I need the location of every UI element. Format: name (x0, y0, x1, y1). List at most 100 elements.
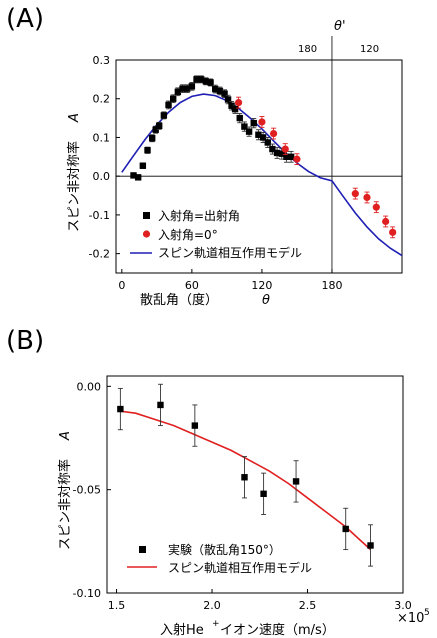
a-data-point-square (264, 139, 271, 146)
a-data-point-circle (234, 99, 243, 107)
a-data-point-square (273, 149, 281, 157)
a-y-tick-label: 0.0 (93, 170, 111, 183)
x-axis-symbol-a: θ (262, 293, 270, 308)
a-data-point-square (212, 85, 219, 93)
plot-area-a (115, 59, 403, 274)
chart-b: 1.5 2.0 2.5 3.0 -0.10 -0.05 0.00 入射He + イオン速度（… (57, 375, 430, 638)
b-data-point-square (117, 405, 124, 413)
a-data-point-square (184, 85, 191, 92)
b-x-tick-label: 1.5 (108, 599, 126, 612)
a-data-point-circle (389, 228, 397, 236)
a-data-point-square (160, 112, 168, 119)
a-data-point-square (269, 145, 276, 153)
x-axis-label-b-prefix: 入射He (160, 622, 204, 638)
a-data-point-square (221, 90, 228, 97)
y-axis-label-b: スピン非対称率 (57, 459, 73, 550)
a-data-point-circle (363, 193, 371, 202)
a-data-point-square (170, 95, 177, 102)
a-data-point-square (174, 88, 182, 95)
legend-a: 入射角=出射角 入射角=0° スピン軌道相互作用モデル (130, 208, 302, 260)
a-data-point-square (216, 87, 224, 95)
a-data-point-square (139, 162, 147, 169)
b-data-point-square (342, 525, 349, 533)
legend-b: 実験（散乱角150°） スピン軌道相互作用モデル (127, 542, 312, 575)
a-data-point-square (278, 150, 285, 157)
legend-b-item-1: 実験（散乱角150°） (168, 542, 281, 557)
b-data-point-square (191, 422, 199, 429)
b-y-tick-label: -0.05 (73, 484, 101, 497)
a-data-point-circle (372, 203, 380, 211)
b-x-tick-label: 3.0 (394, 599, 412, 612)
a-data-point-square (283, 153, 290, 161)
a-data-point-square (259, 134, 267, 141)
panel-b-label: (B) (6, 326, 45, 356)
a-data-point-square (250, 119, 257, 127)
top-axis-label-a: θ' (334, 19, 346, 34)
b-model-curve (120, 410, 372, 551)
x-axis-label-a: 散乱角（度） (140, 292, 218, 308)
a-x-tick-label: 120 (251, 279, 272, 292)
b-data-point-square (260, 490, 267, 497)
a-data-point-circle (281, 145, 289, 153)
b-data-point-square (241, 474, 248, 481)
b-x-tick-label: 2.0 (203, 599, 221, 612)
a-y-tick-label: 0.1 (93, 131, 111, 144)
b-data-point-square (157, 401, 164, 409)
a-x-tick-label: 180 (321, 279, 342, 292)
chart-a: 0 60 120 180 -0.2 -0.1 0.0 0.1 0.2 0.3 散乱角（度） θ ス… (66, 19, 403, 308)
a-x-tick-label: 60 (185, 279, 199, 292)
top-tick-120: 120 (360, 44, 379, 55)
legend-b-item-2: スピン軌道相互作用モデル (168, 560, 312, 575)
a-data-point-square (155, 122, 163, 130)
legend-a-item-2: 入射角=0° (158, 227, 218, 242)
x-multiplier-b: ×10 (397, 611, 424, 626)
x-axis-label-b-sup: + (212, 619, 220, 629)
legend-a-item-1: 入射角=出射角 (158, 208, 240, 223)
x-axis-label-b-tail: イオン速度（m/s） (220, 622, 335, 638)
x-multiplier-exp-b: 5 (424, 608, 430, 618)
a-model-curve (121, 93, 403, 257)
a-y-tick-label: -0.2 (89, 248, 110, 261)
a-data-point-square (188, 83, 196, 90)
legend-a-square-marker (143, 212, 150, 219)
a-data-point-square (231, 105, 239, 113)
a-data-point-square (241, 123, 248, 130)
a-data-point-square (152, 126, 159, 133)
a-data-point-square (179, 85, 186, 92)
a-data-point-square (207, 79, 214, 86)
y-axis-symbol-b: A (58, 431, 73, 441)
legend-b-square-marker (139, 546, 146, 553)
a-data-point-circle (269, 129, 278, 138)
a-y-tick-label: 0.2 (93, 93, 111, 106)
a-data-point-square (198, 76, 205, 83)
a-data-point-square (287, 153, 295, 161)
y-axis-label-a: スピン非対称率 (66, 141, 82, 232)
b-data-point-square (292, 478, 300, 485)
a-data-point-square (130, 172, 137, 179)
a-data-point-circle (351, 190, 359, 198)
panel-a-label: (A) (6, 4, 45, 34)
a-y-tick-label: 0.3 (93, 54, 111, 67)
b-x-tick-label: 2.5 (299, 599, 317, 612)
a-y-tick-label: -0.1 (89, 209, 110, 222)
a-data-point-square (193, 76, 200, 83)
a-data-point-square (245, 128, 253, 135)
a-data-point-square (255, 131, 262, 138)
legend-a-circle-marker (142, 230, 151, 238)
a-data-point-square (228, 102, 235, 109)
legend-a-item-3: スピン軌道相互作用モデル (158, 245, 302, 260)
a-data-point-square (202, 78, 210, 85)
b-y-tick-label: 0.00 (77, 380, 102, 393)
b-y-tick-label: -0.10 (73, 587, 101, 600)
plot-area-b (106, 375, 404, 594)
a-x-tick-label: 0 (118, 279, 125, 292)
a-data-point-square (148, 135, 156, 142)
b-data-point-square (367, 542, 374, 549)
a-data-point-square (134, 174, 142, 181)
y-axis-symbol-a: A (67, 113, 82, 123)
a-data-point-square (165, 101, 172, 109)
a-data-point-square (224, 96, 232, 103)
a-data-point-circle (382, 217, 390, 226)
a-data-point-square (236, 114, 243, 122)
a-data-point-circle (293, 155, 301, 163)
